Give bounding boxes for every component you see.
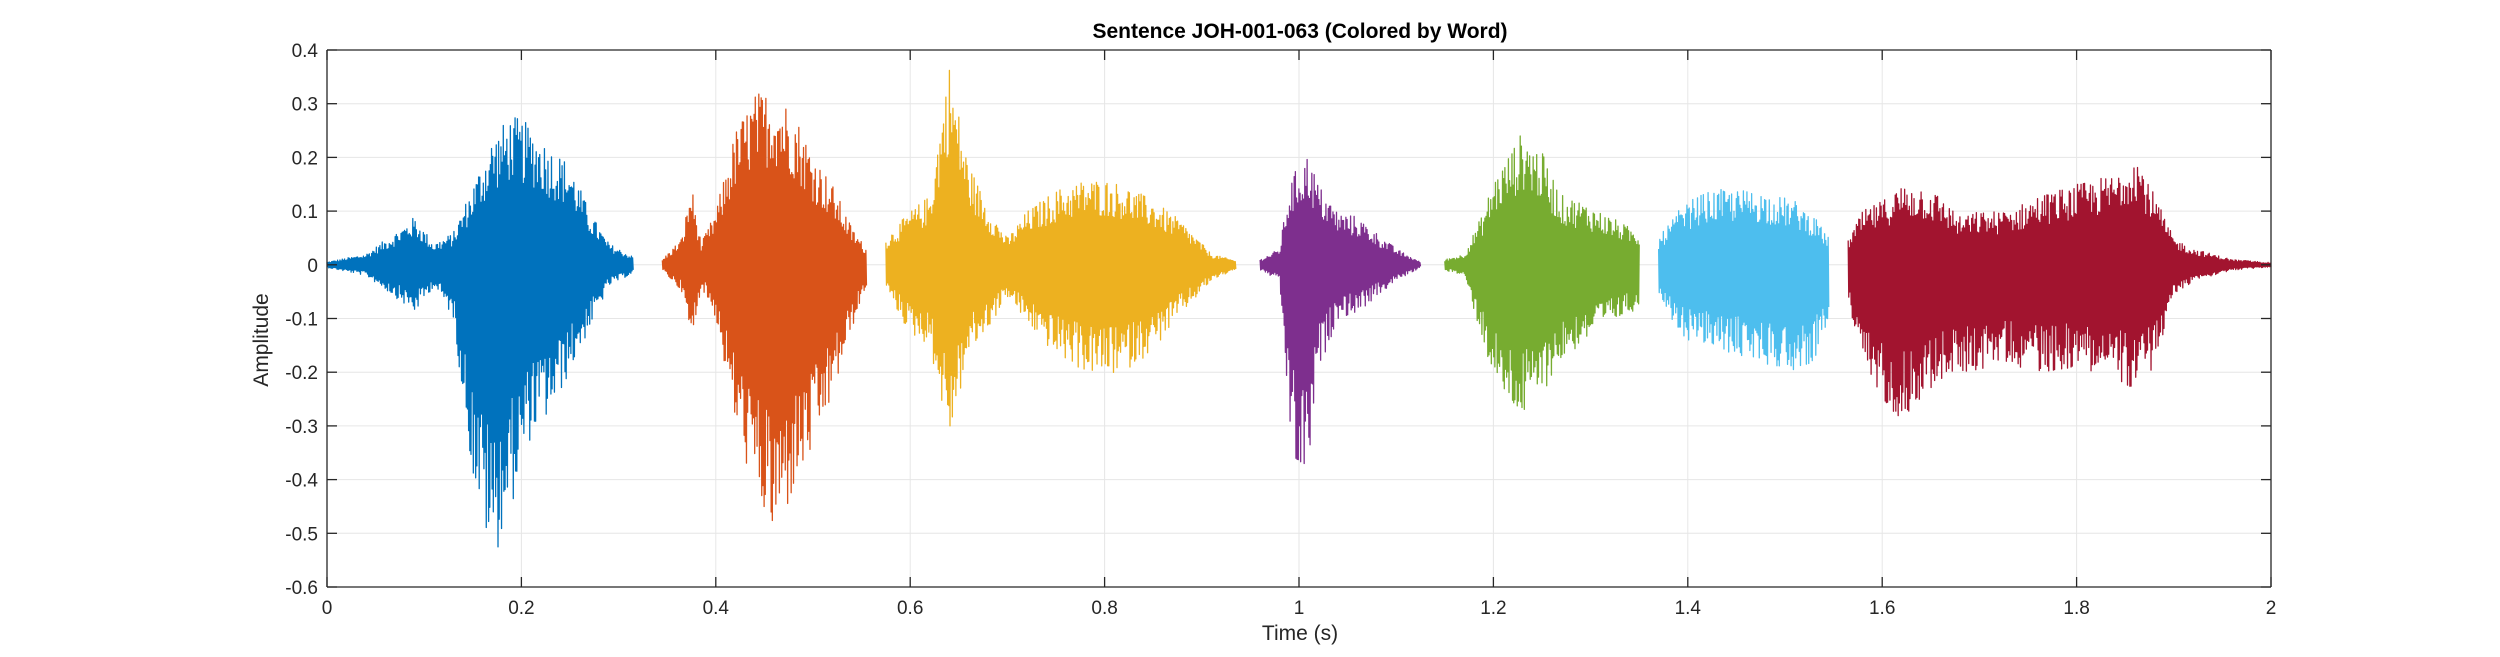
y-tick-label-8: 0.2 — [292, 148, 318, 169]
y-tick-label-6: 0 — [307, 256, 318, 277]
x-tick-label-4: 0.8 — [1091, 598, 1117, 619]
y-tick-label-10: 0.4 — [292, 41, 319, 62]
tick-labels: 0 0.2 0.4 0.6 0.8 1 1.2 1.4 1.6 1.8 2 -0.6 -0.5 -0.4 -… — [285, 41, 2276, 619]
x-tick-label-7: 1.4 — [1675, 598, 1702, 619]
x-tick-label-3: 0.6 — [897, 598, 923, 619]
word-waveform-7 — [1847, 166, 2272, 417]
y-tick-label-9: 0.3 — [292, 95, 318, 116]
waveform-series — [326, 69, 2272, 548]
word-waveform-4 — [1259, 158, 1422, 465]
word-waveform-3 — [885, 69, 1237, 427]
x-tick-label-9: 1.8 — [2063, 598, 2089, 619]
y-axis-label: Amplitude — [250, 293, 273, 386]
y-tick-label-1: -0.5 — [285, 524, 318, 545]
chart-title: Sentence JOH-001-063 (Colored by Word) — [1092, 20, 1507, 43]
word-waveform-6 — [1657, 188, 1830, 371]
word-waveform-1 — [326, 117, 634, 548]
x-axis-label: Time (s) — [1262, 622, 1338, 645]
x-tick-label-0: 0 — [322, 598, 333, 619]
x-tick-label-2: 0.4 — [703, 598, 730, 619]
x-tick-label-1: 0.2 — [508, 598, 534, 619]
y-tick-label-4: -0.2 — [285, 363, 318, 384]
x-tick-label-5: 1 — [1294, 598, 1305, 619]
x-tick-label-8: 1.6 — [1869, 598, 1895, 619]
x-tick-label-6: 1.2 — [1480, 598, 1506, 619]
axes-frame — [326, 49, 2272, 588]
x-tick-label-10: 2 — [2266, 598, 2277, 619]
y-tick-label-7: 0.1 — [292, 202, 318, 223]
y-tick-label-2: -0.4 — [285, 471, 318, 492]
y-tick-label-5: -0.1 — [285, 310, 318, 331]
word-waveform-5 — [1444, 135, 1640, 410]
y-tick-label-0: -0.6 — [285, 578, 318, 599]
y-tick-label-3: -0.3 — [285, 417, 318, 438]
word-waveform-2 — [661, 93, 868, 522]
